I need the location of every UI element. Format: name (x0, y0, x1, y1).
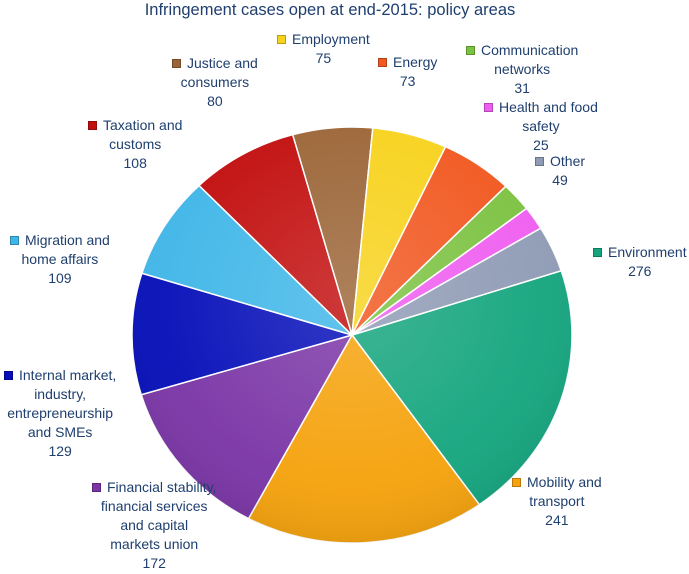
legend-swatch-environment (593, 248, 602, 257)
slice-label-line: and capital (120, 517, 189, 533)
slice-value: 49 (552, 172, 568, 188)
slice-label-line: Taxation and (103, 117, 183, 133)
slice-label-line: transport (529, 493, 585, 509)
slice-label-line: financial services (100, 498, 208, 514)
slice-label-line: Health and food (499, 99, 598, 115)
slice-value: 75 (315, 50, 332, 66)
data-label-financial-stability-financial-services-and-capital-markets-union: Financial stability, financial services an… (92, 478, 216, 573)
chart-title: Infringement cases open at end-2015: pol… (144, 1, 516, 19)
slice-label-line: safety (522, 118, 560, 134)
slice-value: 108 (123, 155, 147, 171)
legend-swatch-justice-and-consumers (172, 59, 181, 68)
data-label-employment: Employment 75 (277, 30, 370, 68)
slice-label-line: and SMEs (27, 424, 93, 440)
slice-label-line: Migration and (25, 232, 110, 248)
legend-swatch-energy (378, 58, 387, 67)
slice-label-line: Environment (608, 244, 687, 260)
slice-label-line: home affairs (21, 251, 99, 267)
slice-label-line: Internal market, (19, 367, 117, 383)
data-label-energy: Energy 73 (378, 53, 437, 91)
slice-value: 172 (142, 555, 166, 571)
data-label-communication-networks: Communication networks 31 (466, 41, 578, 98)
legend-swatch-mobility-and-transport (512, 478, 521, 487)
slice-label-line: Energy (393, 54, 438, 70)
slice-label-line: Other (550, 153, 586, 169)
data-label-mobility-and-transport: Mobility and transport 241 (512, 473, 602, 530)
data-label-other: Other 49 (535, 152, 585, 190)
slice-label-line: Financial stability, (107, 479, 217, 495)
data-label-taxation-and-customs: Taxation and customs 108 (88, 116, 182, 173)
slice-label-line: Mobility and (527, 474, 602, 490)
legend-swatch-internal-market-industry-entrepreneurship-and-smes (4, 371, 13, 380)
slice-label-line: networks (494, 61, 551, 77)
slice-value: 109 (48, 270, 72, 286)
slice-label-line: Communication (481, 42, 579, 58)
slice-value: 73 (399, 73, 416, 89)
legend-swatch-taxation-and-customs (88, 121, 97, 130)
data-label-internal-market-industry-entrepreneurship-and-smes: Internal market, industry, entrepreneurshi… (4, 366, 116, 461)
slice-value: 80 (207, 93, 223, 109)
slice-value: 31 (514, 80, 530, 96)
slice-label-line: markets union (110, 536, 199, 552)
legend-swatch-other (535, 157, 544, 166)
legend-swatch-communication-networks (466, 46, 475, 55)
slice-label-line: entrepreneurship (7, 405, 114, 421)
legend-swatch-migration-and-home-affairs (10, 236, 19, 245)
legend-swatch-employment (277, 35, 286, 44)
data-label-health-and-food-safety: Health and food safety 25 (484, 98, 598, 155)
slice-label-line: customs (109, 136, 162, 152)
slice-value: 129 (48, 443, 72, 459)
slice-value: 25 (533, 137, 549, 153)
slice-value: 241 (545, 512, 569, 528)
slice-label-line: Justice and (187, 55, 258, 71)
data-label-justice-and-consumers: Justice and consumers 80 (172, 54, 258, 111)
slice-label-line: Employment (292, 31, 370, 47)
legend-swatch-financial-stability-financial-services-and-capital-markets-union (92, 483, 101, 492)
slice-label-line: consumers (180, 74, 250, 90)
data-label-environment: Environment 276 (593, 243, 687, 281)
legend-swatch-health-and-food-safety (484, 103, 493, 112)
slice-value: 276 (628, 263, 652, 279)
data-label-migration-and-home-affairs: Migration and home affairs 109 (10, 231, 110, 288)
slice-label-line: industry, (34, 386, 87, 402)
